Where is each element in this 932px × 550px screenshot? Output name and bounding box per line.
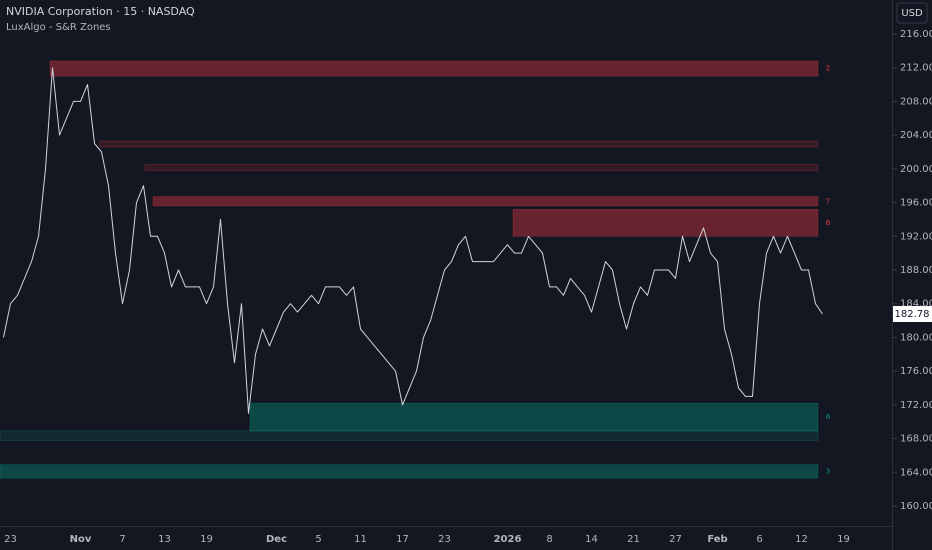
x-tick-label: 14 bbox=[585, 534, 598, 545]
y-tick-label: 172.00 bbox=[900, 400, 932, 411]
chart-title: NVIDIA Corporation · 15 · NASDAQ bbox=[6, 5, 195, 18]
x-tick-label: 23 bbox=[4, 534, 17, 545]
sr-zone bbox=[49, 60, 819, 77]
indicator-name: LuxAlgo - S&R Zones bbox=[6, 22, 111, 33]
y-tick-label: 204.00 bbox=[900, 130, 932, 141]
x-tick-label: 12 bbox=[795, 534, 808, 545]
y-tick-label: 176.00 bbox=[900, 366, 932, 377]
y-tick-label: 188.00 bbox=[900, 265, 932, 276]
y-tick-label: 168.00 bbox=[900, 434, 932, 445]
x-tick-label: 5 bbox=[315, 534, 321, 545]
x-tick-label: 7 bbox=[119, 534, 125, 545]
sr-zone bbox=[99, 140, 819, 148]
y-tick-label: 180.00 bbox=[900, 332, 932, 343]
x-tick-label: 13 bbox=[158, 534, 171, 545]
y-tick-label: 212.00 bbox=[900, 63, 932, 74]
y-tick-label: 216.00 bbox=[900, 29, 932, 40]
zone-label: 6 bbox=[826, 413, 831, 421]
last-price-label: 182.78 bbox=[895, 309, 930, 320]
sr-zone bbox=[0, 464, 819, 479]
x-tick-label: Feb bbox=[707, 534, 727, 545]
price-line bbox=[3, 67, 823, 414]
y-tick-label: 164.00 bbox=[900, 467, 932, 478]
x-tick-label: Dec bbox=[266, 534, 287, 545]
zone-label: 2 bbox=[826, 65, 830, 73]
zone-label: 7 bbox=[826, 197, 830, 205]
sr-zone bbox=[0, 430, 819, 441]
y-tick-label: 160.00 bbox=[900, 501, 932, 512]
y-tick-label: 200.00 bbox=[900, 164, 932, 175]
x-tick-label: 19 bbox=[200, 534, 213, 545]
currency-box[interactable] bbox=[896, 2, 928, 24]
sr-zone bbox=[144, 164, 819, 171]
zone-label: 6 bbox=[826, 219, 831, 227]
last-price-tag bbox=[893, 305, 932, 322]
x-tick-label: Nov bbox=[70, 534, 92, 545]
x-tick-label: 17 bbox=[396, 534, 409, 545]
x-tick-label: 8 bbox=[546, 534, 552, 545]
x-tick-label: 6 bbox=[756, 534, 762, 545]
y-tick-label: 192.00 bbox=[900, 231, 932, 242]
x-tick-label: 11 bbox=[354, 534, 367, 545]
y-tick-label: 184.00 bbox=[900, 299, 932, 310]
x-tick-label: 19 bbox=[837, 534, 850, 545]
y-tick-label: 208.00 bbox=[900, 96, 932, 107]
y-tick-label: 196.00 bbox=[900, 198, 932, 209]
currency-label[interactable]: USD bbox=[901, 8, 923, 19]
x-tick-label: 27 bbox=[669, 534, 682, 545]
zone-label: 3 bbox=[826, 467, 830, 475]
x-tick-label: 21 bbox=[627, 534, 640, 545]
x-tick-label: 23 bbox=[438, 534, 451, 545]
sr-zone bbox=[512, 209, 819, 237]
sr-zone bbox=[152, 196, 819, 207]
sr-zone bbox=[249, 402, 819, 432]
x-tick-label: 2026 bbox=[494, 534, 522, 545]
